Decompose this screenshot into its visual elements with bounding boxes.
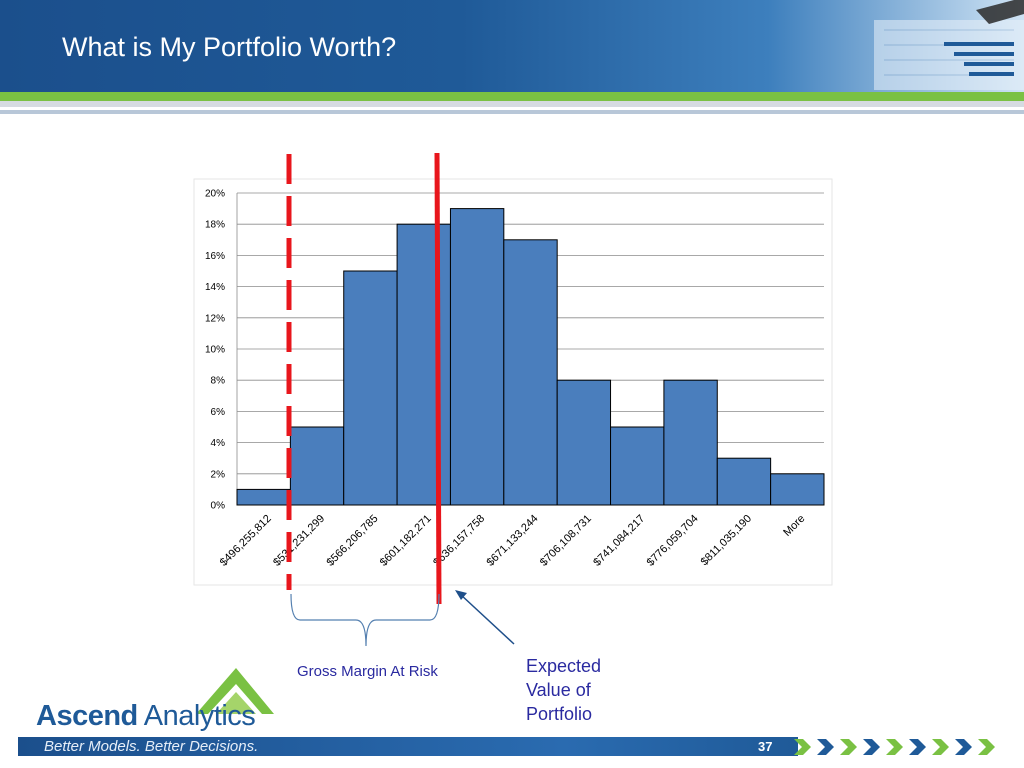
y-tick-label: 18%: [205, 220, 225, 231]
expected-value-arrowhead: [455, 590, 467, 600]
expected-value-arrow: [459, 593, 515, 645]
histogram-bar: [716, 457, 772, 506]
y-tick-label: 4%: [211, 438, 226, 449]
histogram-bar: [610, 426, 665, 506]
y-tick-label: 8%: [211, 376, 226, 387]
footer-chevrons: [794, 739, 995, 755]
y-tick-label: 6%: [211, 407, 226, 418]
histogram-bar: [289, 426, 345, 506]
chevron-arrow: [863, 739, 880, 755]
histogram-bar: [556, 379, 612, 506]
ascend-logo-mark: [196, 668, 274, 714]
gross-margin-brace: [290, 593, 440, 647]
y-tick-label: 20%: [205, 189, 225, 200]
logo-regular-text: Analytics: [137, 700, 256, 732]
histogram-bar: [449, 208, 505, 506]
footer-tagline: Better Models. Better Decisions.: [44, 738, 259, 755]
histogram-bar: [396, 223, 451, 506]
chevron-arrow: [955, 739, 972, 755]
slide-header: What is My Portfolio Worth?: [0, 0, 1024, 92]
y-tick-label: 10%: [205, 345, 225, 356]
chevron-arrow: [840, 739, 857, 755]
expected-value-marker: [434, 152, 442, 605]
y-tick-label: 14%: [205, 282, 225, 293]
chevron-arrow: [909, 739, 926, 755]
chevron-arrow: [817, 739, 834, 755]
y-tick-label: 16%: [205, 251, 225, 262]
expected-value-label: Expected Value of Portfolio: [526, 656, 602, 724]
histogram-bar: [343, 270, 398, 506]
header-blue-stripe: [0, 110, 1024, 114]
histogram-bar: [770, 473, 825, 506]
header-gray-stripe: [0, 101, 1024, 107]
page-number: 37: [758, 739, 773, 754]
y-tick-label: 2%: [211, 469, 226, 480]
ascend-logo-wordmark: Ascend Analytics: [36, 700, 256, 733]
histogram-bar: [663, 379, 718, 506]
chevron-arrow: [794, 739, 811, 755]
header-accent-stripe: [0, 92, 1024, 101]
y-tick-label: 0%: [211, 501, 226, 512]
footer-bar: [18, 737, 798, 756]
gross-margin-label: Gross Margin At Risk: [297, 663, 438, 680]
logo-bold-text: Ascend: [36, 700, 138, 732]
chevron-arrow: [978, 739, 995, 755]
header-chart-graphic: [874, 0, 1024, 90]
y-tick-label: 12%: [205, 313, 225, 324]
chevron-arrow: [932, 739, 949, 755]
histogram-bar: [503, 239, 558, 506]
histogram-bar: [236, 488, 291, 506]
slide-title: What is My Portfolio Worth?: [62, 32, 397, 62]
chevron-arrow: [886, 739, 903, 755]
